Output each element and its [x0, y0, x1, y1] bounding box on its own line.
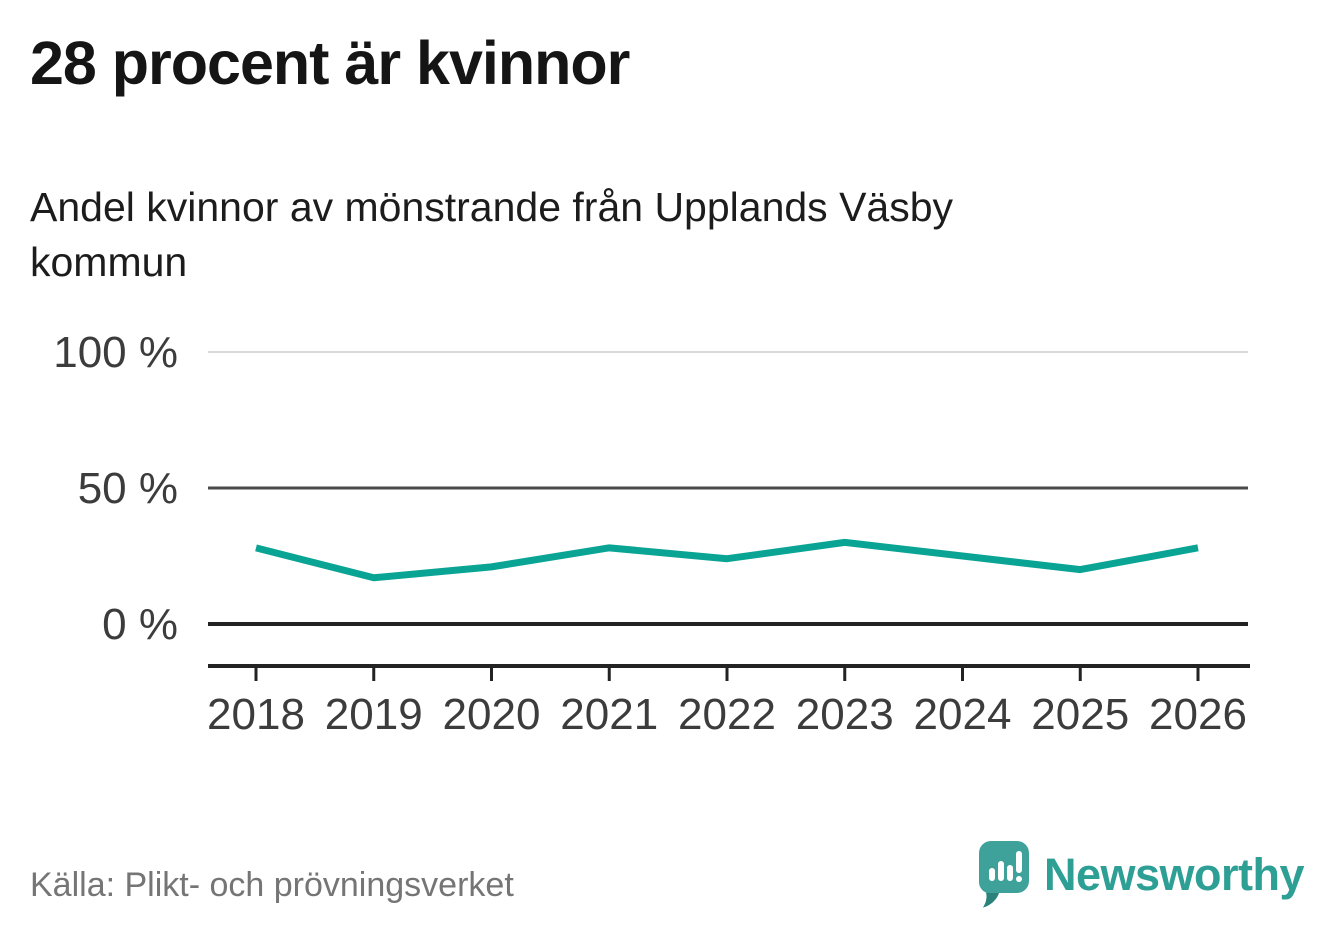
x-tick-label: 2019 — [325, 690, 423, 739]
exclamation-bar — [1016, 851, 1022, 873]
bar-tall — [998, 861, 1004, 881]
newsworthy-logo: Newsworthy — [978, 840, 1305, 910]
source-note: Källa: Plikt- och prövningsverket — [30, 866, 514, 904]
y-tick-label: 100 % — [53, 328, 178, 377]
x-tick-label: 2021 — [560, 690, 658, 739]
brand-name: Newsworthy — [1044, 849, 1305, 900]
x-tick-label: 2023 — [796, 690, 894, 739]
y-tick-label: 0 % — [102, 600, 178, 649]
speech-bubble-tail — [983, 892, 999, 908]
series-line — [255, 538, 1199, 582]
x-axis-ticks — [254, 664, 1200, 681]
chart-title: 28 procent är kvinnor — [30, 29, 630, 97]
x-tick-label: 2026 — [1149, 690, 1247, 739]
chart-subtitle: Andel kvinnor av mönstrande från Uppland… — [30, 184, 954, 285]
x-tick-label: 2025 — [1031, 690, 1129, 739]
x-tick-label: 2024 — [914, 690, 1012, 739]
x-tick-label: 2020 — [443, 690, 541, 739]
bar-medium — [1007, 865, 1013, 881]
newsworthy-speech-bubble-chart-icon — [978, 841, 1029, 908]
x-axis-labels: 2018 2019 2020 2021 2022 2023 2024 2025 2026 — [207, 690, 1247, 739]
x-tick-label: 2022 — [678, 690, 776, 739]
y-tick-label: 50 % — [78, 464, 178, 513]
y-axis-labels: 100 % 50 % 0 % — [53, 328, 178, 649]
x-tick-label: 2018 — [207, 690, 305, 739]
exclamation-dot — [1016, 876, 1022, 882]
bar-small — [989, 868, 995, 881]
